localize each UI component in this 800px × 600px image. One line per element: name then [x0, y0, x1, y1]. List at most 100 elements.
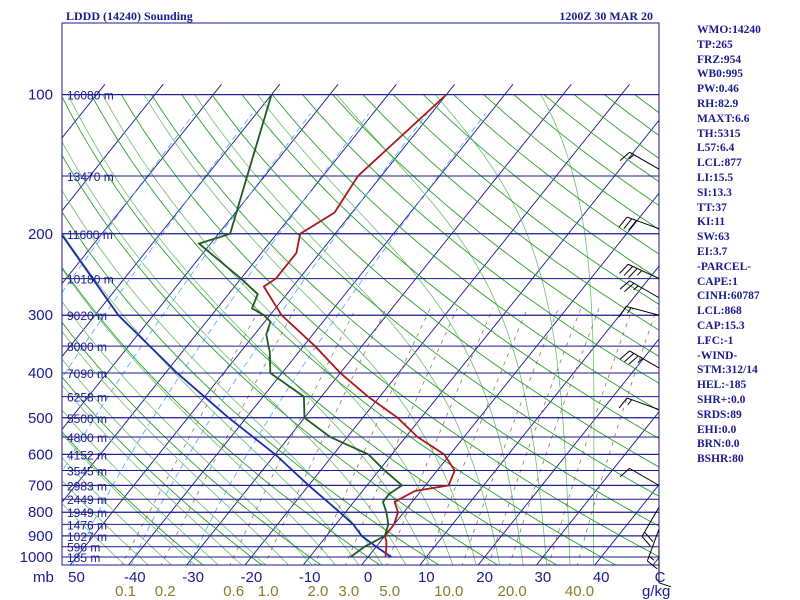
dewpoint-profile	[197, 94, 404, 558]
wind-barb-feather	[619, 280, 630, 290]
height-label: 2449 m	[67, 493, 107, 507]
height-label: 1949 m	[67, 506, 107, 520]
height-label: 1476 m	[67, 518, 107, 532]
dry-adiabat-line	[62, 431, 204, 565]
index-item: SI:13.3	[697, 186, 732, 199]
index-item: RH:82.9	[697, 97, 739, 110]
isotherm-line	[594, 484, 659, 565]
wind-barb-feather	[623, 266, 634, 276]
height-label: 185 m	[67, 551, 100, 565]
saturation-line	[62, 113, 311, 473]
wind-barb-feather	[619, 151, 630, 161]
height-label: 13470 m	[67, 170, 114, 184]
moist-adiabat-line	[336, 94, 547, 565]
mixing-ratio-line	[461, 308, 559, 565]
index-item: HEL:-185	[697, 379, 747, 392]
isotherm-line	[302, 119, 659, 565]
pressure-unit-label: mb	[33, 569, 54, 586]
mixing-ratio-line	[229, 308, 357, 565]
plot-frame	[61, 22, 660, 566]
index-item: LFC:-1	[697, 334, 734, 347]
pressure-tick-label: 200	[28, 226, 53, 243]
dry-adiabat-line	[271, 94, 659, 412]
dry-adiabat-line	[62, 211, 440, 565]
mixing-ratio-line	[576, 308, 658, 565]
dry-adiabat-line	[392, 94, 659, 305]
moist-adiabat-line	[62, 268, 336, 565]
saturation-line	[189, 113, 486, 565]
dry-adiabat-line	[62, 95, 558, 565]
index-item: BSHR:80	[697, 453, 744, 466]
saturation-line	[62, 113, 195, 294]
isotherm-line	[62, 84, 164, 212]
index-item: TH:5315	[697, 127, 741, 140]
saturation-line	[130, 113, 428, 565]
mixing-ratio-tick-label: 0.1	[115, 583, 136, 600]
pressure-tick-label: 700	[28, 477, 53, 494]
celsius-label: C	[655, 569, 666, 586]
dry-adiabat-line	[332, 94, 659, 357]
wind-barb-feather	[618, 306, 627, 318]
index-item: WB0:995	[697, 68, 743, 81]
wind-barb-staff	[626, 305, 660, 316]
height-label: 4152 m	[67, 448, 107, 462]
wind-barb	[619, 467, 660, 486]
pressure-tick-label: 500	[28, 410, 53, 427]
pressure-tick-label: 400	[28, 365, 53, 382]
moist-adiabat-line	[62, 140, 407, 565]
wind-barb-feather	[623, 218, 633, 230]
moist-adiabat-line	[194, 94, 501, 565]
height-label: 6258 m	[67, 391, 107, 405]
index-item: LCL:868	[697, 305, 742, 318]
wind-barb-feather	[628, 268, 638, 278]
dry-adiabat-line	[151, 94, 659, 527]
wind-barb-staff	[629, 151, 660, 170]
parcel-path	[62, 233, 392, 558]
wind-barb-staff	[629, 280, 660, 299]
isotherm-line	[69, 84, 456, 565]
mixing-ratio-tick-label: 0.6	[223, 583, 244, 600]
index-item: CINH:60787	[697, 290, 760, 303]
temperature-tick-label: -40	[124, 569, 146, 586]
temperature-tick-label: 40	[593, 569, 610, 586]
mixing-ratio-line	[160, 308, 296, 565]
index-item: PW:0.46	[697, 83, 739, 96]
temperature-tick-label: -10	[299, 569, 321, 586]
wind-barb-staff	[641, 506, 660, 537]
pressure-tick-label: 1000	[20, 549, 53, 566]
wind-barb-staff	[646, 528, 660, 562]
moist-adiabat-line	[62, 480, 149, 565]
index-item: KI:11	[697, 216, 726, 229]
mixing-ratio-unit-label: g/kg	[642, 583, 670, 600]
index-item: FRZ:954	[697, 53, 742, 66]
time-title: 1200Z 30 MAR 20	[559, 9, 653, 23]
pressure-tick-label: 900	[28, 528, 53, 545]
height-label: 4800 m	[67, 431, 107, 445]
dry-adiabat-line	[241, 94, 659, 440]
temperature-tick-label: -30	[182, 569, 204, 586]
mixing-ratio-tick-label: 20.0	[498, 583, 527, 600]
wind-barb	[658, 548, 672, 588]
moist-adiabat-line	[62, 502, 126, 565]
index-item: LCL:877	[697, 157, 742, 170]
moist-adiabat-line	[62, 358, 266, 565]
temperature-tick-label: 0	[364, 569, 372, 586]
wind-barb-feather	[647, 560, 658, 570]
mixing-ratio-line	[509, 308, 600, 565]
isotherm-line	[186, 84, 572, 565]
pressure-tick-label: 600	[28, 446, 53, 463]
isotherm-line	[244, 84, 630, 565]
index-item: WMO:14240	[697, 24, 761, 36]
wind-barb-feather	[628, 220, 637, 231]
isotherm-line	[62, 84, 397, 503]
index-item: SW:63	[697, 231, 730, 244]
stability-indices-panel: WMO:14240 TP:265 FRZ:954 WB0:995 PW:0.46 RH:8…	[697, 23, 797, 467]
wind-barb-feather	[658, 582, 672, 588]
index-item: L57:6.4	[697, 142, 735, 155]
wind-barb-staff	[629, 467, 660, 486]
height-label: 9020 m	[67, 309, 107, 323]
temperature-tick-label: 30	[535, 569, 552, 586]
wind-barb-staff	[626, 216, 660, 230]
index-item: SRDS:89	[697, 408, 742, 421]
